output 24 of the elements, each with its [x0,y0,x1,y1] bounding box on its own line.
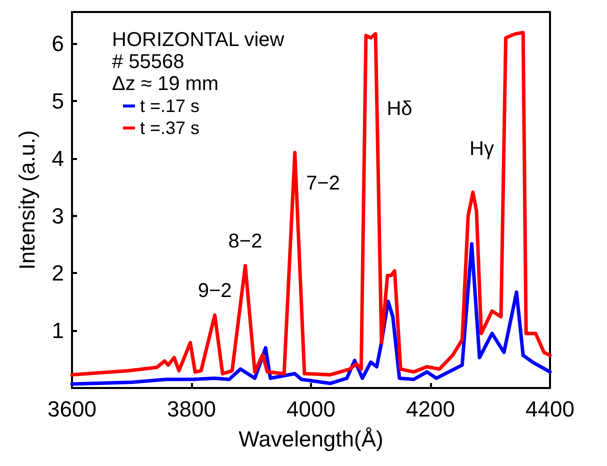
annotation: Hγ [470,138,494,160]
y-tick-label: 3 [52,203,64,228]
y-tick-label: 1 [52,318,64,344]
annotation: 8−2 [228,230,262,253]
x-tick-label: 3800 [167,396,216,422]
x-tick-label: 4400 [526,396,574,422]
y-tick-label: 5 [52,88,64,114]
x-tick-label: 3600 [48,396,96,422]
x-tick-label: 4000 [286,396,336,422]
x-axis-title: Wavelength(Å) [238,426,384,452]
line-series [70,30,552,377]
legend-label: t =.17 s [140,96,200,116]
annotation: 7−2 [306,172,340,195]
x-tick-label: 4200 [406,396,455,422]
annotation: Hδ [386,98,412,120]
annotation: 9−2 [198,280,232,302]
y-tick-label: 4 [52,146,64,171]
annotation: HORIZONTAL view [112,29,285,51]
y-tick-label: 6 [52,31,64,56]
annotation: Δz ≈ 19 mm [112,73,219,95]
y-axis-title: Intensity (a.u.) [14,130,40,270]
y-tick-label: 2 [52,260,64,286]
annotation: # 55568 [112,51,184,73]
legend-label: t =.37 s [140,118,200,138]
